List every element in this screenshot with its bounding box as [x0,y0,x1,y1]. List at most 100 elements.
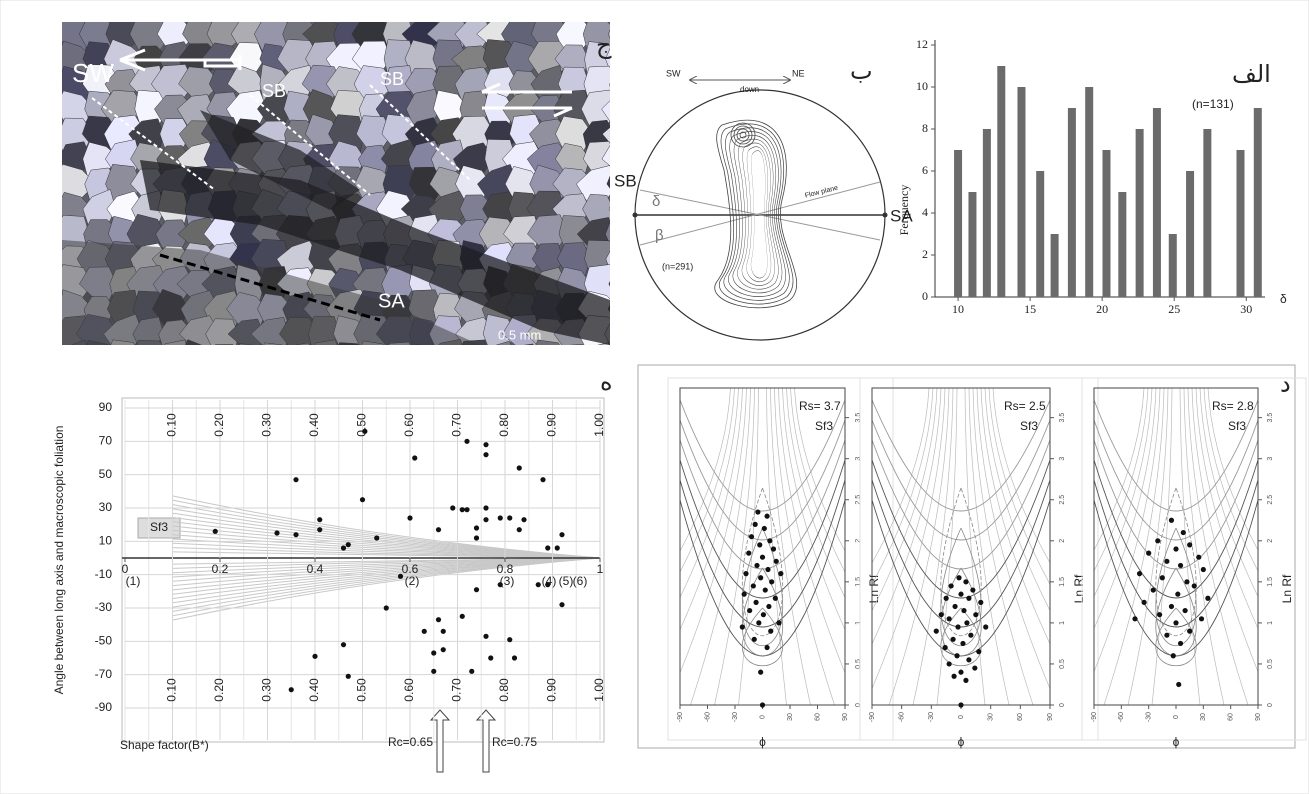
stereo-label: SW [666,68,681,78]
point [1137,571,1142,576]
point [1187,542,1192,547]
point [939,612,944,617]
point [966,657,971,662]
x-tick-label: 90 [1047,713,1054,721]
top-tick-label: 0.40 [307,413,321,437]
x-tick-label: -30 [928,712,935,722]
point [346,542,351,547]
x-tick-label: 90 [1255,713,1262,721]
photo-label: SA [378,290,405,312]
chart-title: الف [1232,60,1271,88]
bar [1136,129,1144,297]
y-tick-label: 2 [922,247,928,261]
point [949,583,954,588]
y-tick-label: -90 [95,700,113,714]
point [341,642,346,647]
x-tick-label: -30 [732,712,739,722]
panel-label: ج [596,31,612,59]
point [274,530,279,535]
x-tick-label: 0.8 [497,562,514,576]
stereo-label: δ [652,193,660,210]
y-tick-label: -50 [95,634,113,648]
y-axis-label: Ln Rf [1280,574,1294,603]
x-tick-label: -30 [1146,712,1153,722]
x-tick-label: 90 [842,713,849,721]
marker-label: (2) [405,574,420,588]
y-tick-label: 3 [855,457,862,461]
point [362,429,367,434]
point [1155,538,1160,543]
stereo-label: β [655,227,664,244]
bar [1118,192,1126,297]
bar [997,66,1005,297]
point [464,439,469,444]
point [761,612,766,617]
point [978,600,983,605]
point [498,515,503,520]
point [450,505,455,510]
y-tick-label: 2.5 [1059,495,1066,505]
point [947,616,952,621]
annotation: Rc=0.75 [492,735,537,749]
stereo-label: down [740,85,759,94]
x-axis-label: ϕ [1173,735,1180,749]
x-tick-label: 30 [1200,713,1207,721]
annotation: Sf3 [815,419,833,433]
bar [1017,87,1025,297]
y-tick-label: 1 [1267,621,1274,625]
point [474,525,479,530]
point [517,465,522,470]
point [1187,629,1192,634]
point [951,674,956,679]
panel-label: ب [850,57,873,85]
point [407,515,412,520]
point [1142,600,1147,605]
point [964,620,969,625]
x-tick-label: 0.4 [307,562,324,576]
point [958,702,963,707]
point [483,517,488,522]
stereo-label: SB [614,171,637,190]
y-tick-label: 3.5 [855,413,862,423]
point [289,687,294,692]
point [956,575,961,580]
point [950,637,955,642]
point [952,604,957,609]
x-tick-label: 0 [958,715,965,719]
y-tick-label: -10 [95,567,113,581]
point [1173,546,1178,551]
annotation: Rs= 2.5 [1004,399,1046,413]
bar [1203,129,1211,297]
point [398,574,403,579]
point [961,608,966,613]
point [1176,682,1181,687]
point [1164,559,1169,564]
point [483,634,488,639]
marker-label: (1) [126,574,141,588]
point [973,612,978,617]
x-tick-label: 0 [759,715,766,719]
figure: SW SB SB SA 0.5 mm ج SW NE down SB SA δ … [0,0,1309,794]
x-tick-label: -90 [869,712,876,722]
bar [1254,108,1262,297]
point [317,517,322,522]
bar [1153,108,1161,297]
point [767,538,772,543]
point [758,670,763,675]
point [773,596,778,601]
annotation: Sf3 [150,520,168,534]
y-tick-label: 4 [922,205,928,219]
y-tick-label: 3 [1059,457,1066,461]
top-tick-label: 0.90 [545,413,559,437]
y-tick-label: 10 [916,79,928,93]
point [958,592,963,597]
y-tick-label: 1.5 [1059,577,1066,587]
y-tick-label: 0 [922,289,928,303]
y-tick-label: 12 [916,37,928,51]
point [768,629,773,634]
point [422,629,427,634]
point [293,477,298,482]
bar [1051,234,1059,297]
point [507,637,512,642]
y-tick-label: 3.5 [1267,413,1274,423]
